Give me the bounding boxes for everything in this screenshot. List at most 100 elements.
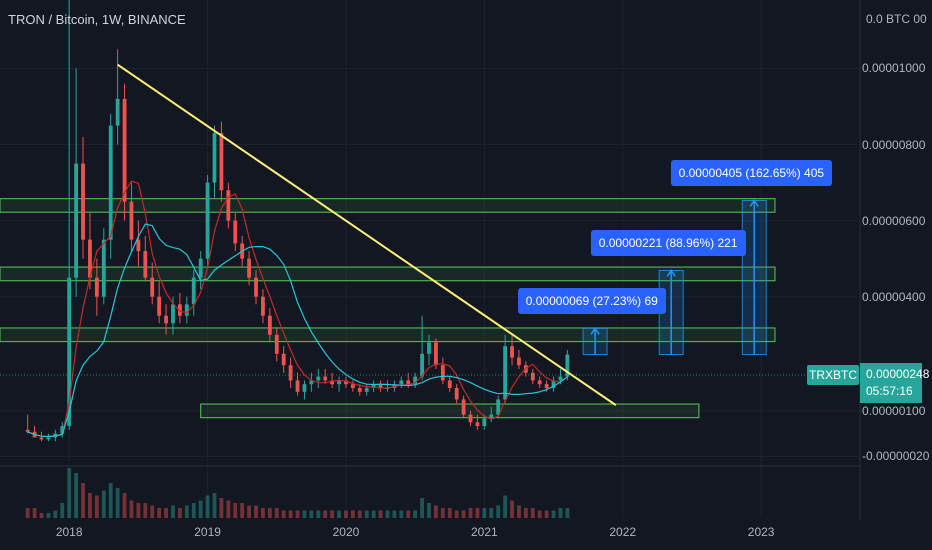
candle-body-68 <box>496 399 501 415</box>
volume-bar-8 <box>81 483 85 518</box>
volume-bar-4 <box>53 510 58 518</box>
volume-bar-34 <box>261 508 265 518</box>
volume-bar-37 <box>281 510 286 518</box>
candle-body-6 <box>67 277 72 427</box>
candle-body-11 <box>101 239 106 297</box>
candle-body-60 <box>440 365 445 381</box>
candle-body-16 <box>136 239 141 252</box>
price-tick-label: 0.00001000 <box>862 61 926 76</box>
time-tick-label: 2021 <box>470 525 498 539</box>
candle-body-7 <box>74 163 79 278</box>
candle-body-75 <box>544 384 549 389</box>
volume-bar-21 <box>171 505 175 518</box>
candle-body-63 <box>461 399 466 415</box>
candle-body-50 <box>371 384 376 389</box>
time-tick-label: 2023 <box>747 525 775 539</box>
zone-3 <box>200 403 700 419</box>
candle-body-69 <box>503 346 508 400</box>
candle-body-22 <box>178 304 182 316</box>
candle-body-19 <box>157 296 162 316</box>
volume-bar-27 <box>212 493 217 518</box>
volume-bar-16 <box>136 503 141 518</box>
volume-bar-67 <box>489 508 494 518</box>
volume-bar-49 <box>364 510 369 518</box>
volume-bar-75 <box>544 510 549 518</box>
volume-bar-17 <box>143 503 148 518</box>
volume-bar-52 <box>385 510 390 518</box>
candle-body-2 <box>39 437 44 440</box>
symbol-title[interactable]: TRON / Bitcoin, 1W, BINANCE <box>8 12 186 27</box>
volume-bar-63 <box>461 510 466 518</box>
candle-body-55 <box>406 380 411 385</box>
projection-callout-1: 0.00000221 (88.96%) 221 <box>590 230 746 257</box>
volume-bar-5 <box>60 503 65 518</box>
volume-bar-54 <box>399 510 404 518</box>
candle-body-40 <box>302 384 307 392</box>
volume-bar-26 <box>205 495 210 518</box>
candle-body-10 <box>94 277 99 297</box>
volume-bar-57 <box>420 498 424 518</box>
volume-bar-20 <box>164 508 168 518</box>
candle-body-0 <box>25 429 30 432</box>
volume-bar-51 <box>378 510 383 518</box>
candle-body-62 <box>454 388 459 400</box>
candle-body-21 <box>171 304 175 324</box>
projection-callout-0: 0.00000069 (27.23%) 69 <box>517 288 666 315</box>
volume-bar-13 <box>115 488 120 518</box>
candle-body-43 <box>323 376 328 381</box>
volume-bar-2 <box>39 513 44 518</box>
volume-bar-74 <box>537 510 542 518</box>
volume-bar-45 <box>337 510 341 518</box>
candle-body-42 <box>316 376 321 381</box>
candle-body-39 <box>295 380 300 392</box>
volume-bar-72 <box>523 508 528 518</box>
volume-bar-64 <box>468 508 473 518</box>
projection-arrowhead-2 <box>749 199 759 207</box>
candle-body-56 <box>413 376 418 385</box>
volume-bar-11 <box>101 490 106 518</box>
projection-callout-2: 0.00000405 (162.65%) 405 <box>670 160 833 187</box>
candle-body-61 <box>447 380 452 389</box>
candle-body-15 <box>129 201 134 240</box>
candle-body-34 <box>261 296 265 316</box>
projection-boxes <box>582 199 767 355</box>
volume-bar-1 <box>32 508 37 518</box>
volume-bar-42 <box>316 510 321 518</box>
volume-bar-50 <box>371 510 376 518</box>
candle-body-13 <box>115 98 120 126</box>
price-tick-label: 0.00000600 <box>862 213 926 228</box>
volume-bar-6 <box>67 468 72 518</box>
axis-unit-label[interactable]: 0.0 BTC 00 <box>866 12 927 26</box>
candle-body-70 <box>510 346 514 358</box>
ma-fast-line <box>27 180 568 438</box>
volume-bar-73 <box>530 508 535 518</box>
ma-slow-line <box>27 223 568 438</box>
zone-1 <box>0 266 776 282</box>
candle-body-29 <box>226 190 231 221</box>
candle-body-20 <box>164 315 168 324</box>
volume-bar-58 <box>427 503 431 518</box>
volume-bar-31 <box>240 503 245 518</box>
price-tick-label: -0.00000020 <box>862 449 930 464</box>
volume-bar-15 <box>129 500 134 518</box>
horizontal-zones <box>0 198 776 419</box>
candle-body-32 <box>247 258 251 278</box>
price-tick-label: 0.00000400 <box>862 289 926 304</box>
candle-body-17 <box>143 251 148 278</box>
descending-trendline <box>117 63 617 406</box>
candle-body-38 <box>288 365 293 381</box>
current-price-box: 0.00000248 05:57:16 <box>860 363 929 403</box>
candle-body-18 <box>150 277 155 297</box>
candle-body-64 <box>468 414 473 423</box>
candle-body-37 <box>281 353 286 366</box>
candle-body-58 <box>427 342 431 354</box>
candle-body-12 <box>108 125 113 240</box>
candles <box>25 0 570 442</box>
volume-bar-41 <box>309 510 314 518</box>
volume-bar-0 <box>25 508 30 518</box>
volume-bars <box>25 468 570 518</box>
volume-bar-24 <box>191 503 196 518</box>
candle-body-65 <box>475 422 480 427</box>
volume-bar-18 <box>150 505 155 518</box>
